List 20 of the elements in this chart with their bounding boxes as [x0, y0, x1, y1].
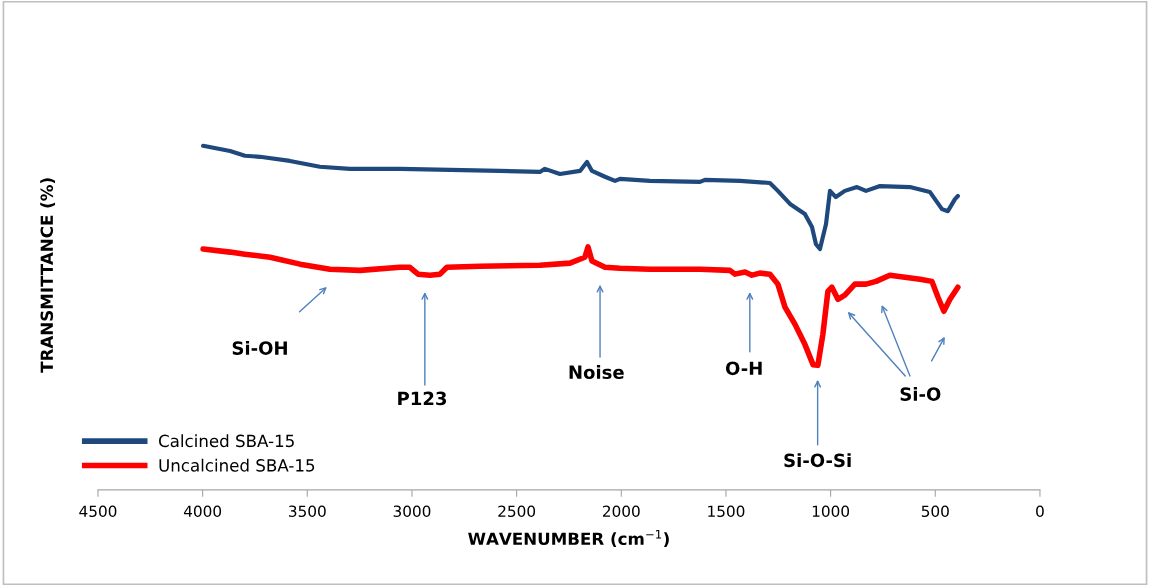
x-tick-label: 0 — [1036, 505, 1044, 517]
x-tick-label: 500 — [921, 505, 949, 517]
x-tick-label: 4000 — [183, 505, 222, 517]
annotation: Si-OH — [232, 340, 287, 355]
y-axis-title: TRANSMITTANCE (%) — [40, 178, 56, 373]
x-tick-label: 3500 — [289, 505, 326, 517]
x-axis-title: WAVENUMBER (cm$^{−1}$) — [468, 529, 669, 548]
x-tick-label: 1500 — [708, 505, 745, 517]
annotation: Noise — [569, 365, 624, 379]
x-tick-label: 2500 — [498, 505, 536, 517]
annotation: P123 — [398, 391, 447, 406]
legend-label: Uncalcined SBA-15 — [159, 458, 315, 472]
annotation: O-H — [725, 361, 762, 376]
annotation: Si-O — [900, 386, 941, 401]
x-tick-label: 1000 — [812, 505, 850, 517]
legend-label: Calcined SBA-15 — [158, 434, 294, 448]
x-tick-label: 3000 — [393, 505, 431, 517]
x-tick-label: 2000 — [602, 505, 640, 517]
x-tick-label: 4500 — [79, 505, 117, 517]
annotation: Si-O-Si — [784, 453, 851, 468]
